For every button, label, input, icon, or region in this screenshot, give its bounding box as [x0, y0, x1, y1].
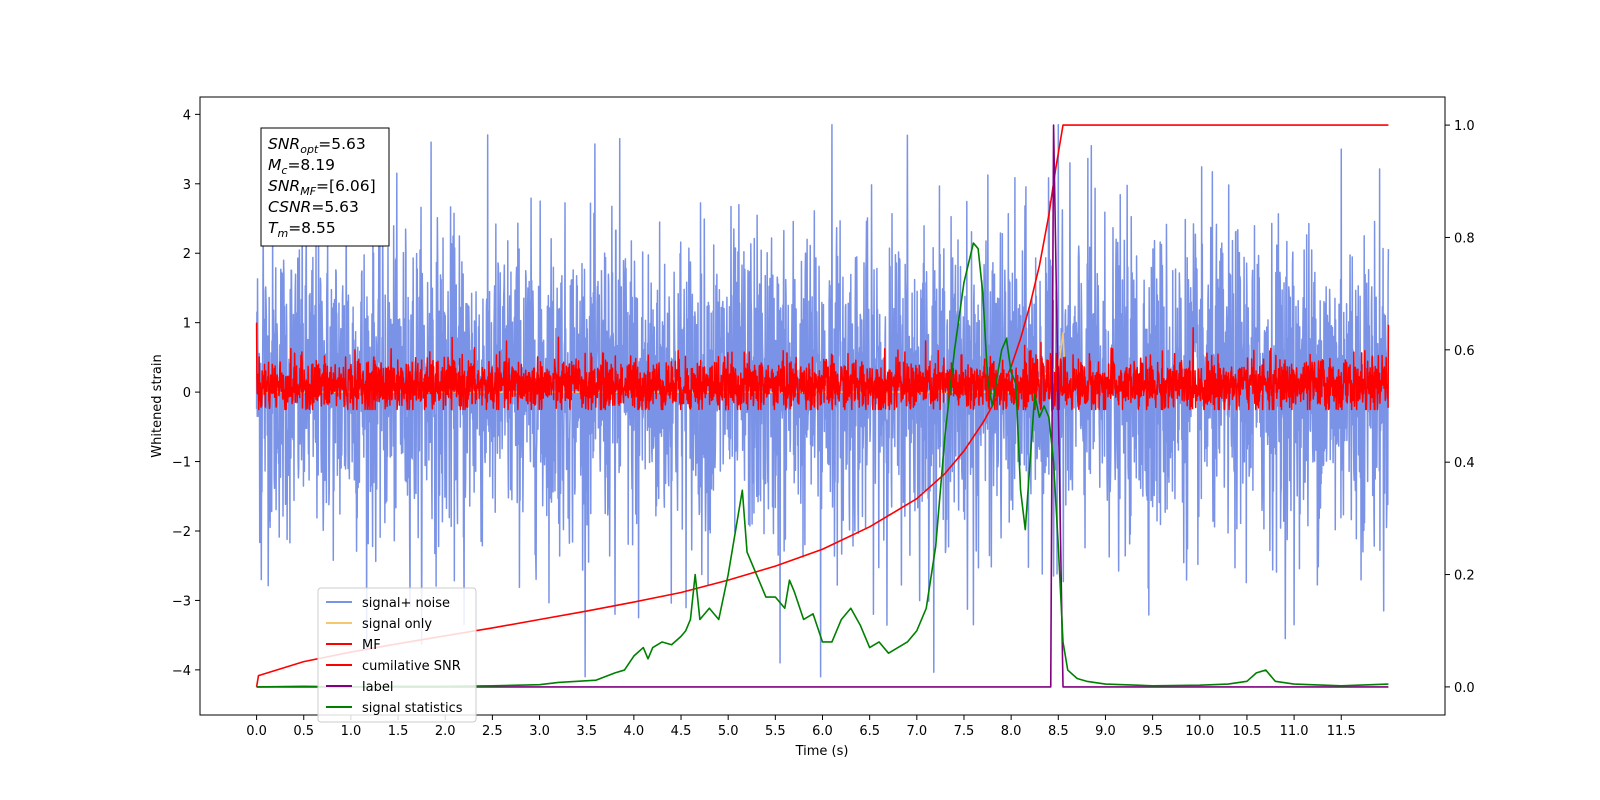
annotation-line: SNRopt=5.63 [268, 135, 366, 156]
legend-label: cumilative SNR [362, 659, 461, 674]
x-tick-label: 6.5 [859, 724, 880, 739]
legend: signal+ noise signal only MF cumilative SNR… [317, 587, 477, 723]
x-tick-label: 0.5 [293, 724, 314, 739]
x-tick-label: 5.0 [718, 724, 739, 739]
annotation-frame [260, 127, 390, 247]
y-tick-label: −4 [172, 664, 191, 679]
series-label [256, 124, 1389, 688]
y-right-tick-label: 0.6 [1454, 344, 1475, 359]
annotation-line: Tm=8.55 [268, 219, 336, 240]
x-tick-label: 2.5 [482, 724, 503, 739]
y-tick-label: 4 [183, 108, 191, 123]
x-tick-label: 11.5 [1327, 724, 1356, 739]
y-tick-label: −2 [172, 525, 191, 540]
y-tick-label: 3 [183, 178, 191, 193]
x-tick-label: 1.5 [388, 724, 409, 739]
legend-box [317, 587, 477, 723]
series-signal-noise [255, 124, 1390, 678]
y-right-tick-label: 0.0 [1454, 681, 1475, 696]
x-tick-label: 2.0 [435, 724, 456, 739]
x-tick-label: 8.5 [1048, 724, 1069, 739]
y-right-axis-ticks: 0.0 0.2 0.4 0.6 0.8 1.0 [1445, 119, 1475, 696]
y-right-tick-label: 0.8 [1454, 231, 1475, 246]
annotation-line: SNRMF=[6.06] [268, 177, 376, 198]
legend-label: signal+ noise [362, 596, 450, 611]
x-tick-label: 6.0 [812, 724, 833, 739]
y-right-tick-label: 0.2 [1454, 569, 1475, 584]
x-tick-label: 0.0 [246, 724, 267, 739]
x-tick-label: 9.5 [1142, 724, 1163, 739]
y-tick-label: 2 [183, 247, 191, 262]
legend-label: signal only [362, 617, 432, 632]
y-right-tick-label: 0.4 [1454, 456, 1475, 471]
x-axis-ticks: 0.0 0.5 1.0 1.5 2.0 2.5 3.0 3.5 4.0 4.5 5.0 5.5 6.0 6… [246, 715, 1356, 739]
x-tick-label: 10.5 [1232, 724, 1261, 739]
x-tick-label: 3.5 [576, 724, 597, 739]
x-tick-label: 7.0 [906, 724, 927, 739]
y-axis-label: Whitened strain [150, 354, 165, 457]
x-tick-label: 10.0 [1185, 724, 1214, 739]
x-tick-label: 9.0 [1095, 724, 1116, 739]
legend-label: label [362, 680, 393, 695]
series-mf [255, 322, 1390, 411]
x-tick-label: 7.5 [954, 724, 975, 739]
y-tick-label: −1 [172, 456, 191, 471]
annotation-line: CSNR=5.63 [268, 198, 359, 216]
y-tick-label: 1 [183, 317, 191, 332]
series-signal-statistics [256, 242, 1389, 688]
y-tick-label: −3 [172, 594, 191, 609]
legend-label: MF [362, 638, 381, 653]
x-tick-label: 11.0 [1280, 724, 1309, 739]
annotation-line: Mc=8.19 [268, 156, 335, 177]
x-tick-label: 8.0 [1001, 724, 1022, 739]
y-axis-ticks: −4 −3 −2 −1 0 1 2 3 4 [172, 108, 200, 679]
legend-label: signal statistics [362, 701, 463, 716]
y-right-tick-label: 1.0 [1454, 119, 1475, 134]
x-tick-label: 4.0 [624, 724, 645, 739]
x-tick-label: 1.0 [341, 724, 362, 739]
x-tick-label: 5.5 [765, 724, 786, 739]
x-tick-label: 3.0 [529, 724, 550, 739]
x-tick-label: 4.5 [671, 724, 692, 739]
y-tick-label: 0 [183, 386, 191, 401]
x-axis-label: Time (s) [795, 744, 849, 759]
